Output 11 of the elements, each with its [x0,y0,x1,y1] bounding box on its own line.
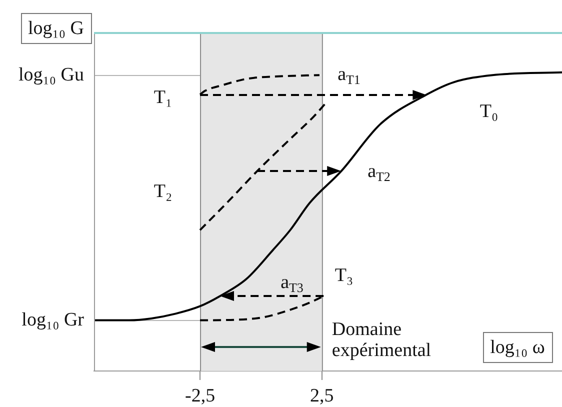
ref-line-label: log₁₀ Gu [18,64,84,86]
annotation: T₀ [480,100,498,122]
x-axis-title: log₁₀ ω [490,336,545,358]
x-tick-label: 2,5 [310,385,334,406]
band-label: Domaine expérimental [332,318,432,361]
x-tick-label: -2,5 [184,385,216,406]
ref-line-label: log₁₀ Gr [22,309,85,330]
annotation: T₁ [154,86,172,108]
annotation: T₂ [154,180,172,202]
annotation: T₃ [334,264,354,286]
y-axis-title: log₁₀ G [28,18,84,39]
